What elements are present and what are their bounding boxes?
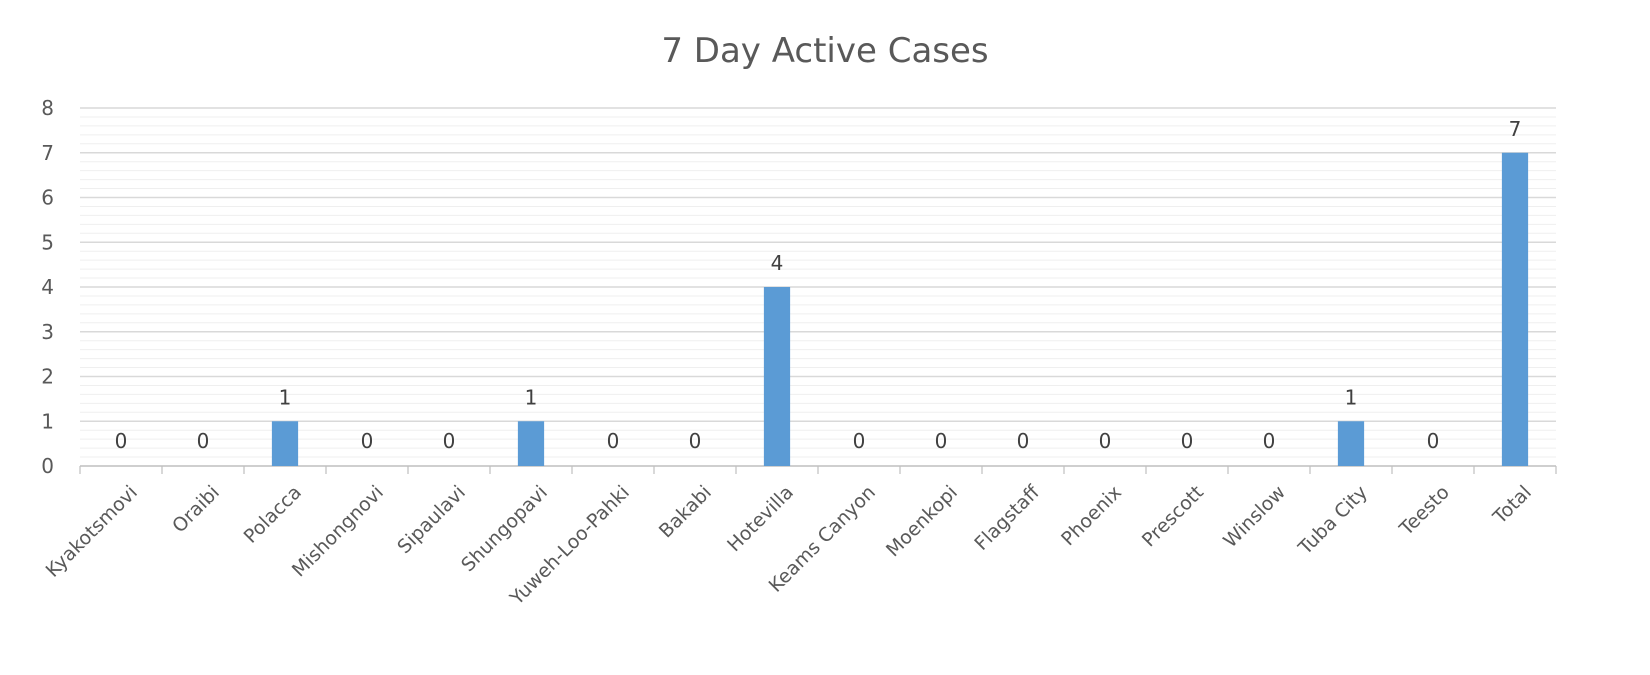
bar — [517, 421, 545, 466]
bar — [763, 287, 791, 466]
x-tick-label: Winslow — [1219, 481, 1290, 552]
x-tick-label: Kyakotsmovi — [42, 481, 142, 581]
y-tick-label: 1 — [41, 409, 54, 433]
data-label: 0 — [197, 429, 210, 453]
data-label: 0 — [115, 429, 128, 453]
chart-title: 7 Day Active Cases — [661, 31, 988, 71]
data-label: 4 — [771, 251, 784, 275]
data-label: 0 — [1181, 429, 1194, 453]
data-label: 7 — [1509, 117, 1522, 141]
x-tick-label: Flagstaff — [970, 481, 1044, 555]
x-tick-label: Sipaulavi — [393, 481, 470, 558]
data-label: 1 — [1345, 385, 1358, 409]
y-tick-label: 3 — [41, 320, 54, 344]
x-tick-label: Teesto — [1395, 481, 1454, 540]
bar — [271, 421, 299, 466]
data-label: 0 — [1427, 429, 1440, 453]
data-labels: 0 0 1 0 0 1 0 0 4 0 0 0 0 0 0 1 0 7 — [115, 117, 1522, 453]
bar — [1337, 421, 1365, 466]
data-label: 0 — [935, 429, 948, 453]
data-label: 0 — [1017, 429, 1030, 453]
x-tick-label: Total — [1488, 481, 1536, 529]
y-axis: 0 1 2 3 4 5 6 7 8 — [41, 96, 54, 478]
data-label: 0 — [1099, 429, 1112, 453]
data-label: 0 — [853, 429, 866, 453]
data-label: 1 — [279, 385, 292, 409]
x-tick-label: Prescott — [1138, 481, 1208, 551]
x-tick-label: Hotevilla — [723, 481, 798, 556]
x-tick-label: Phoenix — [1057, 481, 1126, 550]
bars — [271, 152, 1529, 466]
y-tick-label: 6 — [41, 186, 54, 210]
data-label: 0 — [1263, 429, 1276, 453]
gridlines — [79, 107, 1557, 474]
y-tick-label: 5 — [41, 230, 54, 254]
data-label: 0 — [607, 429, 620, 453]
y-tick-label: 0 — [41, 454, 54, 478]
y-tick-label: 4 — [41, 275, 54, 299]
y-tick-label: 7 — [41, 141, 54, 165]
data-label: 0 — [689, 429, 702, 453]
x-tick-label: Tuba City — [1294, 481, 1372, 559]
x-tick-label: Polacca — [240, 481, 306, 547]
x-tick-label: Bakabi — [655, 481, 716, 542]
data-label: 0 — [443, 429, 456, 453]
bar — [1501, 152, 1529, 466]
y-tick-label: 2 — [41, 365, 54, 389]
data-label: 0 — [361, 429, 374, 453]
x-tick-label: Moenkopi — [882, 481, 962, 561]
y-tick-label: 8 — [41, 96, 54, 120]
data-label: 1 — [525, 385, 538, 409]
x-tick-label: Oraibi — [168, 481, 224, 537]
